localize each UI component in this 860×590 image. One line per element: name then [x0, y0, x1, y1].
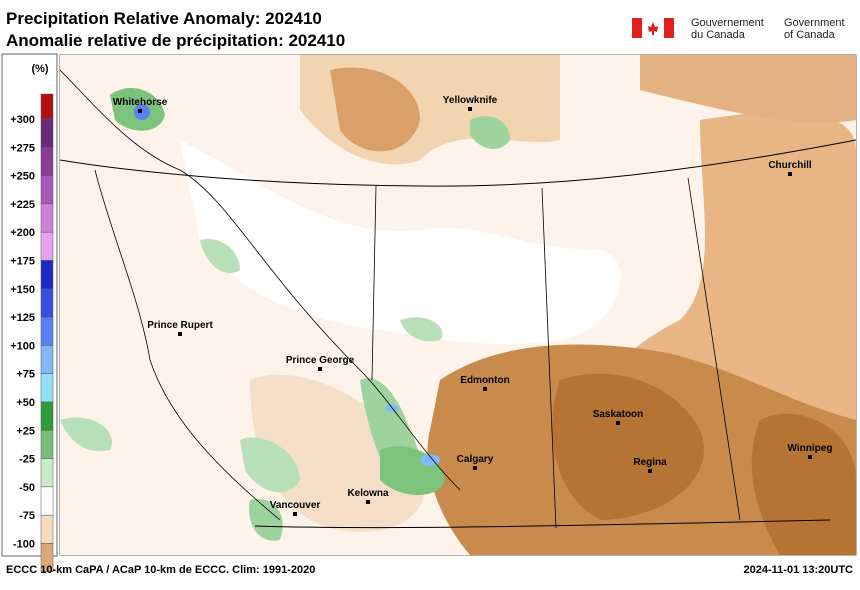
- legend-label: +25: [16, 425, 35, 437]
- city-label: Vancouver: [270, 500, 321, 511]
- legend-swatch: [40, 373, 54, 403]
- city-marker: [788, 172, 792, 176]
- legend-swatch: [40, 543, 54, 573]
- legend-swatch: [40, 175, 54, 205]
- city-label: Winnipeg: [788, 443, 833, 454]
- city-marker: [808, 455, 812, 459]
- legend-swatch: [40, 118, 54, 148]
- legend-swatch: [40, 316, 54, 346]
- legend-swatch: [40, 458, 54, 488]
- gov-logo: [632, 18, 674, 38]
- city-label: Kelowna: [347, 488, 389, 499]
- city-marker: [318, 367, 322, 371]
- legend-swatch: [40, 93, 54, 120]
- legend-label: +100: [10, 340, 35, 352]
- footer-right: 2024-11-01 13:20UTC: [744, 564, 854, 576]
- gov-fr-line: du Canada: [691, 29, 746, 41]
- gov-en-line: Government: [784, 17, 845, 29]
- legend-label: +250: [10, 171, 35, 183]
- city-marker: [473, 466, 477, 470]
- legend-swatch: [40, 203, 54, 233]
- city-marker: [483, 387, 487, 391]
- city-label: Whitehorse: [113, 97, 168, 108]
- legend-label: +225: [10, 199, 35, 211]
- city-marker: [616, 421, 620, 425]
- legend-swatch: [40, 231, 54, 261]
- legend-label: +75: [16, 369, 35, 381]
- legend-swatch: [40, 288, 54, 318]
- city-label: Saskatoon: [593, 409, 644, 420]
- map: Whitehorse Yellowknife Churchill Prince Rup…: [59, 54, 857, 556]
- city-label: Edmonton: [460, 375, 509, 386]
- city-marker: [178, 332, 182, 336]
- city-marker: [366, 500, 370, 504]
- legend-unit: (%): [31, 63, 48, 75]
- title-en: Precipitation Relative Anomaly: 202410: [6, 9, 322, 28]
- city-label: Regina: [633, 457, 667, 468]
- legend: +300 +275 +250 +225 +200 +175 +150 +125 +100 +75 +…: [10, 93, 54, 573]
- legend-label: +50: [16, 397, 35, 409]
- city-label: Calgary: [457, 454, 494, 465]
- city-label: Yellowknife: [443, 95, 498, 106]
- legend-label: -75: [19, 510, 35, 522]
- legend-label: +125: [10, 312, 35, 324]
- legend-label: +175: [10, 256, 35, 268]
- legend-label: -50: [19, 482, 35, 494]
- legend-swatch: [40, 260, 54, 290]
- legend-label: -25: [19, 454, 35, 466]
- city-label: Prince Rupert: [147, 320, 213, 331]
- city-marker: [648, 469, 652, 473]
- legend-label: -100: [13, 539, 35, 551]
- footer-left: ECCC 10-km CaPA / ACaP 10-km de ECCC. Cl…: [6, 564, 315, 576]
- legend-label: +275: [10, 142, 35, 154]
- city-marker: [468, 107, 472, 111]
- legend-swatch: [40, 147, 54, 176]
- legend-label: +150: [10, 284, 35, 296]
- legend-swatch: [40, 486, 54, 516]
- legend-swatch: [40, 514, 54, 544]
- legend-label: +300: [10, 114, 35, 126]
- city-marker: [293, 512, 297, 516]
- city-label: Churchill: [768, 160, 812, 171]
- city-marker: [138, 109, 142, 113]
- gov-fr-line: Gouvernement: [691, 17, 764, 29]
- legend-swatch: [40, 401, 54, 431]
- city-label: Prince George: [286, 355, 355, 366]
- legend-label: +200: [10, 227, 35, 239]
- legend-swatch: [40, 345, 54, 374]
- gov-en-line: of Canada: [784, 29, 836, 41]
- legend-swatch: [40, 430, 54, 459]
- title-fr: Anomalie relative de précipitation: 2024…: [6, 31, 345, 50]
